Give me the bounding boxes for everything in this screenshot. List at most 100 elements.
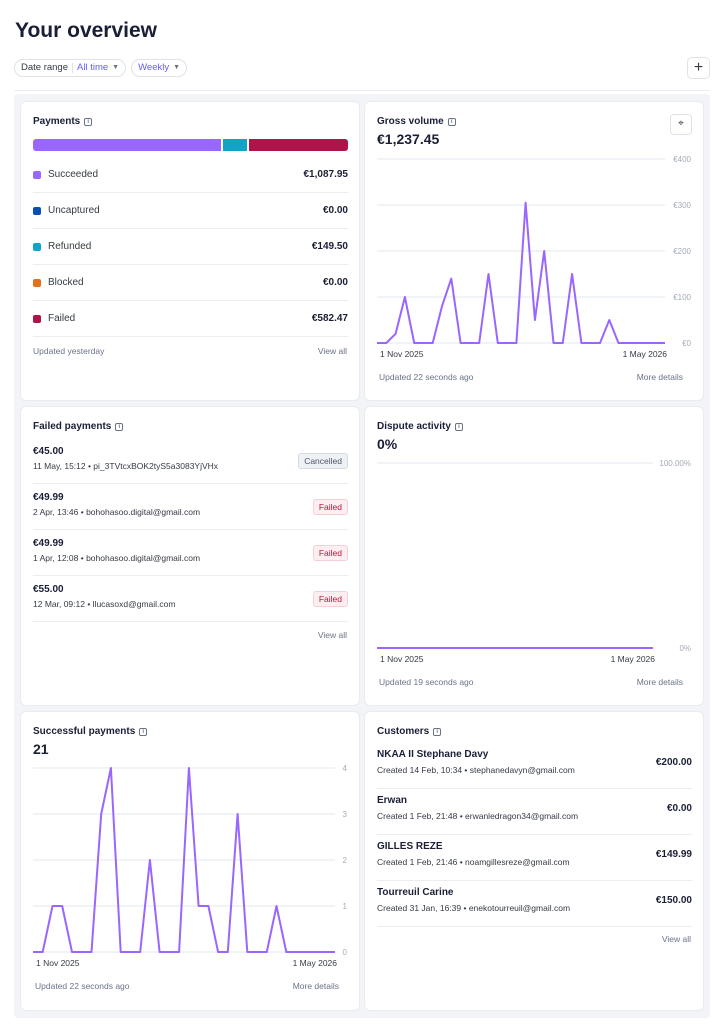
info-icon[interactable]: i bbox=[433, 727, 442, 736]
payment-status-label-group: Blocked bbox=[33, 277, 84, 288]
gross-volume-card: Gross volume i €1,237.45 ⌖ €0 €100 €200 €30… bbox=[365, 102, 703, 400]
customer-amount: €149.99 bbox=[655, 849, 692, 860]
info-icon[interactable]: i bbox=[84, 117, 93, 126]
chevron-down-icon: ▼ bbox=[173, 64, 181, 71]
payments-updated: Updated yesterday bbox=[33, 346, 105, 356]
successful-payments-updated: Updated 22 seconds ago bbox=[35, 981, 130, 991]
gross-volume-more-details-link[interactable]: More details bbox=[636, 372, 683, 382]
add-widget-button[interactable]: + bbox=[687, 57, 710, 79]
payment-status-value: €0.00 bbox=[322, 277, 348, 288]
customer-row[interactable]: Tourreuil Carine Created 31 Jan, 16:39 • … bbox=[377, 881, 692, 927]
chevron-down-icon: ▼ bbox=[112, 64, 120, 71]
status-badge: Failed bbox=[312, 591, 348, 607]
customer-row[interactable]: Erwan Created 1 Feb, 21:48 • erwanledrago… bbox=[377, 789, 692, 835]
x-axis-start-label: 1 Nov 2025 bbox=[380, 654, 424, 664]
dispute-activity-value: 0% bbox=[377, 436, 398, 452]
bar-segment-failed[interactable] bbox=[246, 139, 348, 151]
bar-segment-refunded[interactable] bbox=[221, 139, 247, 151]
payment-status-label-group: Failed bbox=[33, 313, 75, 324]
customer-name: Tourreuil Carine bbox=[377, 887, 454, 898]
failed-payments-card: Failed payments i €45.00 11 May, 15:12 • … bbox=[21, 407, 359, 705]
customers-card: Customers i NKAA II Stephane Davy Created… bbox=[365, 712, 703, 1010]
payment-status-row[interactable]: Refunded €149.50 bbox=[33, 229, 348, 265]
failed-payments-view-all-link[interactable]: View all bbox=[317, 630, 347, 640]
info-icon[interactable]: i bbox=[454, 422, 463, 431]
customers-view-all-link[interactable]: View all bbox=[661, 934, 691, 944]
x-axis-end-label: 1 May 2026 bbox=[293, 958, 338, 968]
payment-status-value: €0.00 bbox=[322, 205, 348, 216]
payment-status-row[interactable]: Blocked €0.00 bbox=[33, 265, 348, 301]
y-tick-label: 4 bbox=[343, 764, 348, 773]
page-title: Your overview bbox=[15, 19, 157, 42]
payments-title: Payments i bbox=[33, 116, 93, 127]
payments-view-all-link[interactable]: View all bbox=[317, 346, 347, 356]
successful-payments-chart: 0 1 2 3 4 1 Nov 2025 1 May 2026 bbox=[33, 764, 348, 968]
failed-payment-row[interactable]: €49.99 2 Apr, 13:46 • bohohasoo.digital@g… bbox=[33, 484, 348, 530]
info-icon[interactable]: i bbox=[115, 422, 124, 431]
payment-status-value: €149.50 bbox=[311, 241, 348, 252]
customer-name: GILLES REZE bbox=[377, 841, 443, 852]
status-badge: Cancelled bbox=[298, 453, 348, 469]
failed-payment-row[interactable]: €49.99 1 Apr, 12:08 • bohohasoo.digital@g… bbox=[33, 530, 348, 576]
x-axis-end-label: 1 May 2026 bbox=[623, 349, 668, 359]
payments-title-text: Payments bbox=[33, 116, 81, 127]
payment-status-row[interactable]: Succeeded €1,087.95 bbox=[33, 157, 348, 193]
customer-row[interactable]: NKAA II Stephane Davy Created 14 Feb, 10:… bbox=[377, 743, 692, 789]
payments-stacked-bar bbox=[33, 139, 348, 151]
successful-payments-title: Successful payments i bbox=[33, 726, 148, 737]
dispute-activity-title: Dispute activity i bbox=[377, 421, 463, 432]
payment-status-value: €1,087.95 bbox=[303, 169, 349, 180]
failed-payment-amount: €49.99 bbox=[33, 538, 64, 549]
failed-payment-meta: 11 May, 15:12 • pi_3TVtcxBOK2tyS5a3083Yj… bbox=[33, 461, 219, 471]
y-tick-label: €100 bbox=[673, 293, 691, 302]
failed-payment-row[interactable]: €45.00 11 May, 15:12 • pi_3TVtcxBOK2tyS5a… bbox=[33, 438, 348, 484]
payment-status-label: Failed bbox=[48, 313, 76, 324]
payment-status-row[interactable]: Uncaptured €0.00 bbox=[33, 193, 348, 229]
series-line[interactable] bbox=[377, 201, 665, 344]
interval-value: Weekly bbox=[138, 62, 170, 73]
payment-status-label-group: Uncaptured bbox=[33, 205, 100, 216]
header-divider bbox=[14, 90, 710, 91]
binoculars-icon[interactable]: ⌖ bbox=[670, 114, 692, 135]
customer-meta: Created 31 Jan, 16:39 • enekotourreuil@g… bbox=[377, 903, 571, 913]
bar-segment-succeeded[interactable] bbox=[33, 139, 222, 151]
failed-payment-row[interactable]: €55.00 12 Mar, 09:12 • llucasoxd@gmail.co… bbox=[33, 576, 348, 622]
dispute-activity-card: Dispute activity i 0% 0% 100.00% 1 Nov 202… bbox=[365, 407, 703, 705]
dispute-activity-updated: Updated 19 seconds ago bbox=[379, 677, 474, 687]
customer-amount: €0.00 bbox=[666, 803, 692, 814]
failed-payments-title: Failed payments i bbox=[33, 421, 124, 432]
dispute-activity-more-details-link[interactable]: More details bbox=[636, 677, 683, 687]
gross-volume-title-text: Gross volume bbox=[377, 116, 444, 127]
customer-name: Erwan bbox=[377, 795, 408, 806]
date-range-label: Date range bbox=[21, 62, 69, 73]
customer-row[interactable]: GILLES REZE Created 1 Feb, 21:46 • noamgi… bbox=[377, 835, 692, 881]
successful-payments-more-details-link[interactable]: More details bbox=[292, 981, 339, 991]
customer-meta: Created 14 Feb, 10:34 • stephanedavyn@gm… bbox=[377, 765, 575, 775]
info-icon[interactable]: i bbox=[139, 727, 148, 736]
x-axis-start-label: 1 Nov 2025 bbox=[380, 349, 424, 359]
interval-filter[interactable]: Weekly ▼ bbox=[131, 59, 188, 77]
dispute-activity-title-text: Dispute activity bbox=[377, 421, 451, 432]
customer-amount: €200.00 bbox=[655, 757, 692, 768]
customers-title-text: Customers bbox=[377, 726, 430, 737]
y-tick-label: 1 bbox=[343, 902, 348, 911]
y-tick-label: €300 bbox=[673, 201, 691, 210]
status-color-swatch bbox=[33, 314, 41, 323]
y-tick-label: 0 bbox=[343, 948, 348, 957]
date-range-filter[interactable]: Date range All time ▼ bbox=[14, 59, 127, 77]
info-icon[interactable]: i bbox=[447, 117, 456, 126]
failed-payment-amount: €45.00 bbox=[33, 446, 64, 457]
y-tick-label: 100.00% bbox=[659, 459, 691, 468]
series-line[interactable] bbox=[33, 767, 335, 953]
payment-status-label: Uncaptured bbox=[48, 205, 100, 216]
payment-status-row[interactable]: Failed €582.47 bbox=[33, 301, 348, 337]
y-tick-label: 3 bbox=[343, 810, 348, 819]
gross-volume-value: €1,237.45 bbox=[377, 131, 440, 147]
date-range-value: All time bbox=[77, 62, 109, 73]
failed-payment-meta: 12 Mar, 09:12 • llucasoxd@gmail.com bbox=[33, 599, 176, 609]
status-badge: Failed bbox=[312, 499, 348, 515]
successful-payments-value: 21 bbox=[33, 741, 49, 757]
y-tick-label: €0 bbox=[682, 339, 691, 348]
y-tick-label: €400 bbox=[673, 155, 691, 164]
gross-volume-chart: €0 €100 €200 €300 €400 1 Nov 2025 1 May 2026 bbox=[377, 155, 692, 359]
